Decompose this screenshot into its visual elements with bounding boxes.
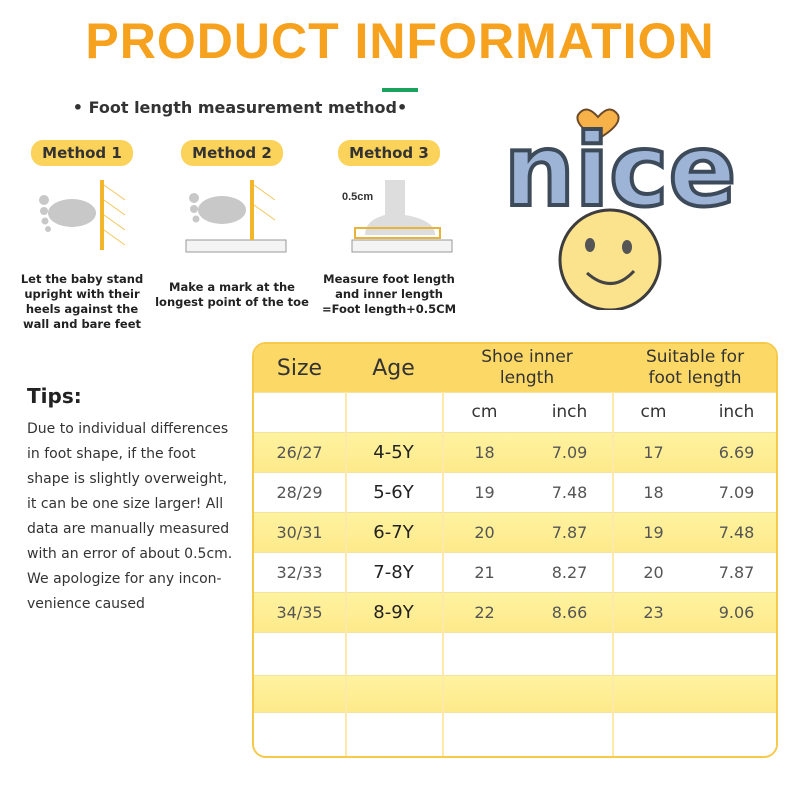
table-cell: 19 — [474, 482, 495, 502]
subtitle: • Foot length measurement method• — [72, 98, 408, 117]
table-cell: 7.48 — [718, 522, 755, 542]
accent-bar — [382, 88, 418, 92]
table-cell: 6-7Y — [373, 521, 414, 543]
table-cell: 8-9Y — [373, 601, 414, 623]
table-cell: 5-6Y — [373, 481, 414, 503]
tips-line: Due to individual differences — [27, 421, 229, 437]
tips-line: venience caused — [27, 596, 145, 612]
table-cell: 20 — [643, 562, 664, 582]
table-cell: 8.27 — [551, 562, 588, 582]
method-caption: longest point of the toe — [155, 295, 309, 309]
table-cell: 6.69 — [718, 442, 755, 462]
tips-line: data are manually measured — [27, 521, 230, 537]
badge: nice — [502, 108, 738, 310]
table-row — [254, 472, 776, 513]
tips-title: Tips: — [27, 384, 82, 408]
table-row — [254, 552, 776, 593]
method-caption: wall and bare feet — [22, 317, 142, 331]
table-cell: 17 — [643, 442, 664, 462]
table-cell: 8.66 — [551, 602, 588, 622]
table-row — [254, 675, 776, 713]
annotation: 0.5cm — [342, 191, 374, 203]
column-divider — [345, 392, 347, 756]
table-row — [254, 712, 776, 756]
table-cell: 30/31 — [276, 522, 323, 542]
table-cell: 7.48 — [551, 482, 588, 502]
table-row — [254, 432, 776, 473]
method-caption: Let the baby stand — [20, 272, 144, 286]
column-divider — [612, 392, 614, 756]
sub-header: cm — [640, 402, 667, 422]
sub-header: inch — [718, 402, 755, 422]
method-caption: heels against the — [25, 302, 139, 316]
tips-line: in foot shape, if the foot — [27, 446, 196, 462]
table-cell: 32/33 — [276, 562, 323, 582]
column-divider — [442, 392, 444, 756]
table-cell: 28/29 — [276, 482, 323, 502]
method-caption: Make a mark at the — [169, 280, 295, 294]
method-label: Method 1 — [31, 140, 133, 166]
table-cell: 7.87 — [718, 562, 755, 582]
table-cell: 18 — [474, 442, 495, 462]
table-cell: 7-8Y — [373, 561, 414, 583]
title: PRODUCT INFORMATION — [85, 13, 715, 69]
column-header: Age — [372, 355, 415, 381]
header-row — [254, 344, 776, 392]
method-caption: Measure foot length — [323, 272, 455, 286]
table-row — [254, 632, 776, 676]
tips-line: shape is slightly overweight, — [27, 471, 228, 487]
table-row — [254, 592, 776, 633]
table-row — [254, 512, 776, 553]
table-cell: 23 — [643, 602, 664, 622]
method-label: Method 3 — [338, 140, 440, 166]
sub-header: cm — [471, 402, 498, 422]
table-cell: 22 — [474, 602, 495, 622]
table-cell: 19 — [643, 522, 664, 542]
method-caption: =Foot length+0.5CM — [321, 302, 457, 316]
tips-line: it can be one size larger! All — [27, 496, 224, 512]
column-header: Shoe inner length — [481, 347, 573, 388]
table-cell: 4-5Y — [373, 441, 414, 463]
table-cell: 21 — [474, 562, 495, 582]
sub-header: inch — [551, 402, 588, 422]
table-cell: 26/27 — [276, 442, 323, 462]
method-caption: and inner length — [335, 287, 443, 301]
tips-line: with an error of about 0.5cm. — [27, 546, 233, 562]
size-table: Size Age Shoe inner length Suitable for foo… — [252, 342, 778, 758]
table-row — [254, 392, 776, 433]
table-cell: 9.06 — [718, 602, 755, 622]
table-cell: 18 — [643, 482, 664, 502]
column-header: Size — [276, 355, 323, 381]
table-cell: 7.87 — [551, 522, 588, 542]
method-caption: upright with their — [24, 287, 140, 301]
table-cell: 34/35 — [276, 602, 323, 622]
table-cell: 20 — [474, 522, 495, 542]
column-header: Suitable for foot length — [645, 347, 745, 388]
table-cell: 7.09 — [551, 442, 588, 462]
tips-line: We apologize for any incon- — [27, 571, 222, 587]
table-cell: 7.09 — [718, 482, 755, 502]
method-label: Method 2 — [181, 140, 283, 166]
illustrations — [39, 180, 453, 253]
